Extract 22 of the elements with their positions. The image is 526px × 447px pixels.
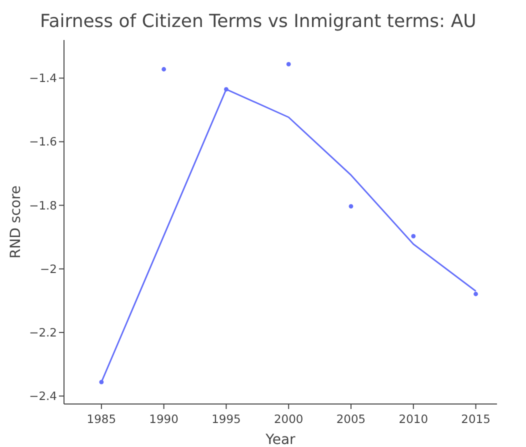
x-tick-label: 2010 bbox=[398, 412, 428, 426]
x-tick-label: 1995 bbox=[212, 412, 241, 426]
y-tick-label: −1.4 bbox=[29, 71, 57, 86]
point bbox=[286, 62, 291, 66]
x-tick-label: 1985 bbox=[86, 412, 116, 426]
x-tick-label: 2015 bbox=[461, 412, 490, 426]
y-tick-label: −1.6 bbox=[29, 134, 57, 149]
x-axis-title: Year bbox=[264, 432, 296, 447]
y-tick-label: −2.4 bbox=[29, 389, 57, 404]
point bbox=[162, 67, 166, 72]
x-tick-label: 2000 bbox=[274, 412, 304, 426]
y-tick-label: −2 bbox=[40, 262, 57, 276]
point bbox=[474, 292, 478, 296]
y-axis-title: RND score bbox=[8, 185, 24, 259]
point bbox=[348, 204, 354, 208]
x-tick-label: 1990 bbox=[149, 412, 178, 426]
point bbox=[411, 234, 416, 238]
x-tick-label: 2005 bbox=[336, 412, 366, 426]
line-series bbox=[100, 88, 477, 383]
y-tick-label: −2.2 bbox=[29, 325, 57, 340]
chart-title: Fairness of Citizen Terms vs Inmigrant terms: AU bbox=[40, 11, 476, 32]
y-tick-label: −1.8 bbox=[29, 198, 57, 212]
